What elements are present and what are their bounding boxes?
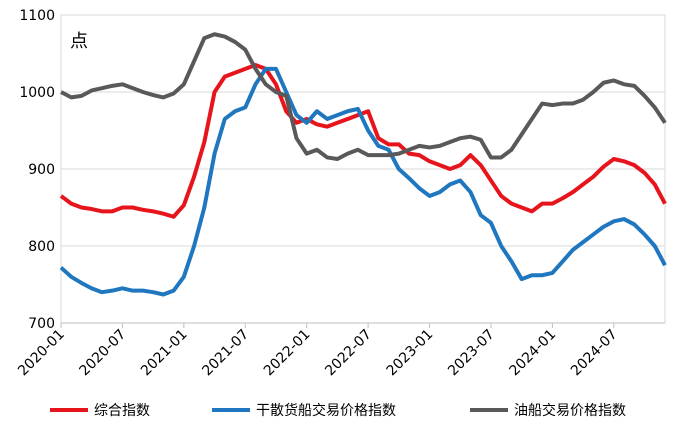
legend-label: 油船交易价格指数 [514, 402, 626, 419]
x-tick-label: 2020-07 [77, 327, 130, 380]
y-tick-label: 800 [28, 239, 55, 255]
legend-label: 干散货船交易价格指数 [256, 402, 396, 419]
x-tick-label: 2022-07 [322, 327, 375, 380]
y-tick-label: 900 [28, 162, 55, 178]
x-tick-label: 2023-01 [384, 327, 437, 380]
x-tick-label: 2024-07 [568, 327, 621, 380]
x-tick-label: 2023-07 [445, 327, 498, 380]
line-series [59, 63, 667, 219]
x-tick-label: 2020-01 [15, 327, 68, 380]
x-tick-label: 2021-07 [199, 327, 252, 380]
x-tick-label: 2024-01 [507, 327, 560, 380]
y-tick-label: 1100 [19, 8, 55, 24]
legend-label: 综合指数 [94, 403, 150, 419]
line-series [59, 66, 667, 297]
y-tick-label: 1000 [19, 85, 55, 101]
x-tick-label: 2021-01 [138, 327, 191, 380]
line-series [60, 32, 667, 161]
x-tick-label: 2022-01 [261, 327, 314, 380]
y-tick-label: 700 [28, 316, 55, 332]
unit-label: 点 [70, 31, 88, 52]
